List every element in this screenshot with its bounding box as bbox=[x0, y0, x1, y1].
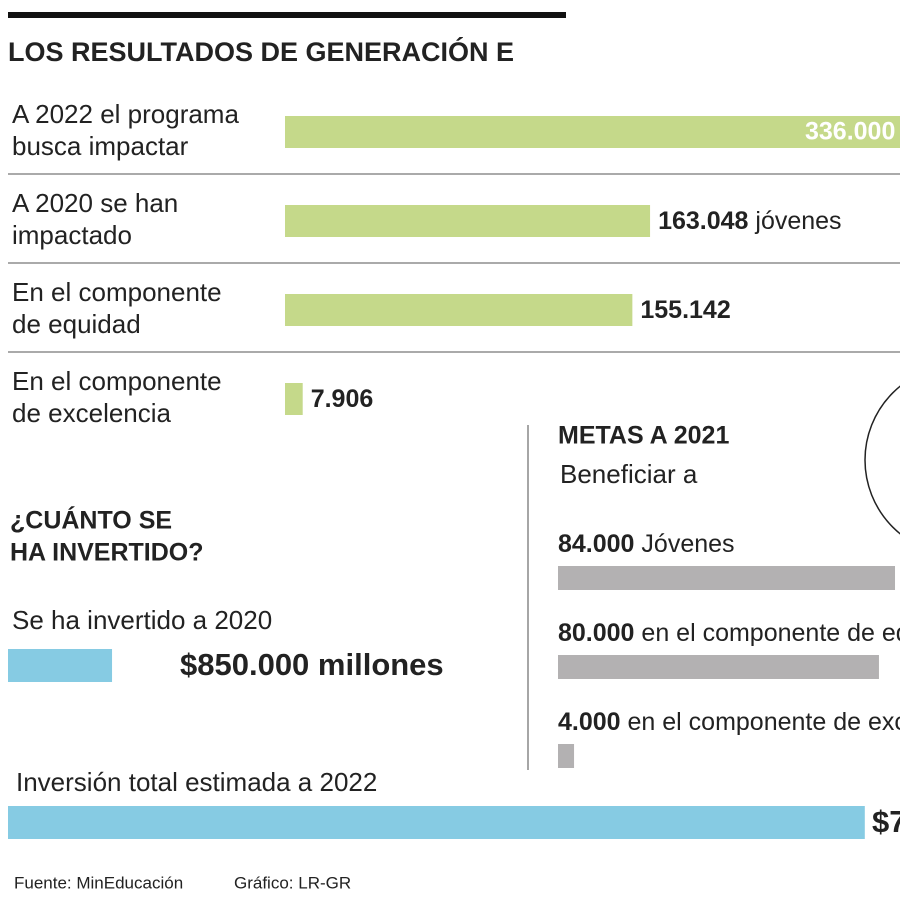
section-title: METAS A 2021 bbox=[558, 422, 729, 450]
source: Fuente: MinEducación bbox=[14, 873, 183, 892]
section-subtitle: Beneficiar a bbox=[560, 459, 698, 489]
value-unit: jóvenes bbox=[754, 207, 841, 235]
value-number: 84.000 bbox=[558, 530, 634, 558]
bar bbox=[285, 205, 651, 237]
section-title: HA INVERTIDO? bbox=[10, 539, 204, 567]
row-label: A 2020 se han bbox=[12, 188, 178, 218]
value-number: 155.142 bbox=[640, 296, 730, 324]
row-label: 84.000 Jóvenes bbox=[558, 530, 735, 558]
bar bbox=[558, 655, 879, 679]
row-label: 4.000 en el componente de excelencia bbox=[558, 708, 900, 736]
row-label: A 2022 el programa bbox=[12, 99, 239, 129]
credit: Gráfico: LR-GR bbox=[234, 873, 351, 892]
row-label: busca impactar bbox=[12, 131, 189, 161]
bar bbox=[558, 566, 896, 590]
bar bbox=[285, 383, 303, 415]
title: LOS RESULTADOS DE GENERACIÓN E bbox=[8, 36, 514, 67]
value-number: 7.906 bbox=[311, 385, 374, 413]
row-label: de equidad bbox=[12, 309, 141, 339]
row-label: Inversión total estimada a 2022 bbox=[16, 767, 377, 797]
value-number: 4.000 bbox=[558, 708, 621, 736]
bar bbox=[8, 649, 113, 682]
row-label: Se ha invertido a 2020 bbox=[12, 605, 272, 635]
bar bbox=[285, 116, 900, 148]
row-label: de excelencia bbox=[12, 398, 172, 428]
row-label: impactado bbox=[12, 220, 132, 250]
value-number: 80.000 bbox=[558, 619, 634, 647]
value-label: 7.906 bbox=[311, 385, 374, 413]
row-label: En el componente bbox=[12, 277, 222, 307]
row-text: en el componente de equidad bbox=[641, 619, 900, 647]
bar bbox=[285, 294, 633, 326]
bar bbox=[558, 744, 575, 768]
bar bbox=[8, 806, 865, 839]
row-text: en el componente de excelencia bbox=[628, 708, 900, 736]
row-label: En el componente bbox=[12, 366, 222, 396]
value-number: 163.048 bbox=[658, 207, 748, 235]
section-title: ¿CUÁNTO SE bbox=[10, 506, 172, 535]
row-label: 80.000 en el componente de equidad bbox=[558, 619, 900, 647]
value-label: $7 billones bbox=[872, 804, 900, 839]
value-label: $850.000 millones bbox=[180, 647, 444, 682]
circle-badge bbox=[864, 385, 900, 535]
row-text: Jóvenes bbox=[641, 530, 734, 558]
top-rule bbox=[8, 12, 566, 18]
value-label: 336.000 bbox=[805, 118, 895, 146]
value-label: 155.142 bbox=[640, 296, 730, 324]
value-label: 163.048 jóvenes bbox=[658, 207, 842, 235]
